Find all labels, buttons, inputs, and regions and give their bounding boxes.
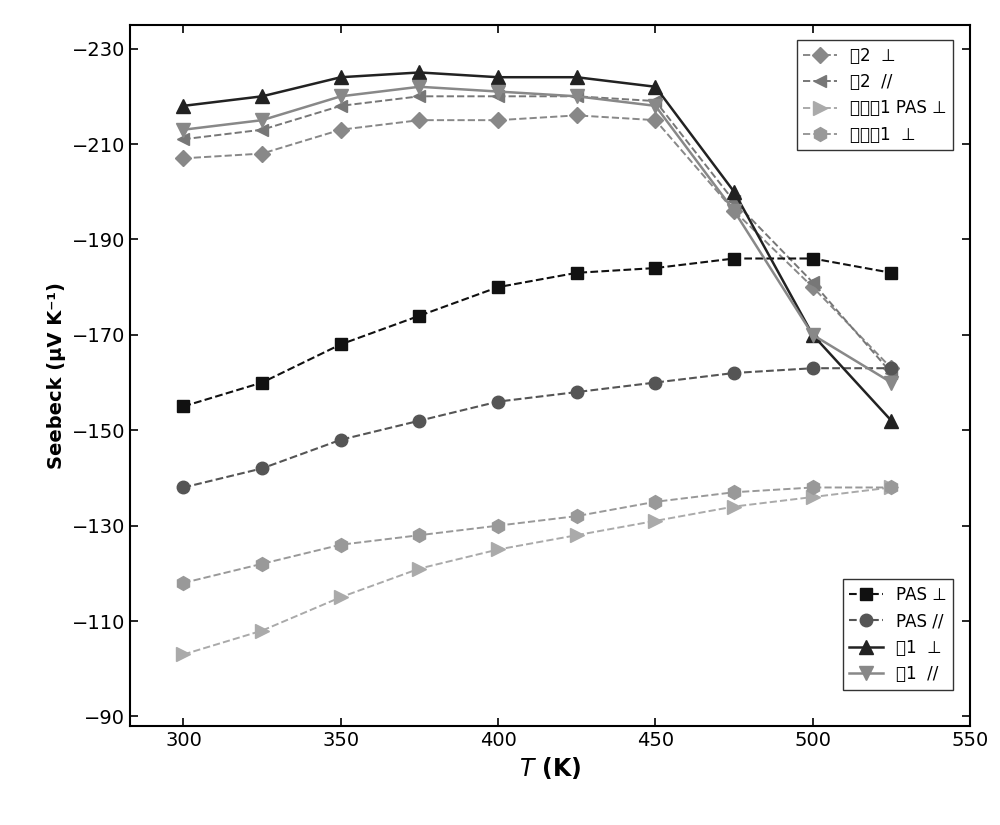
例1  // bbox=[177, 125, 189, 134]
例2  ⊥ bbox=[807, 282, 819, 292]
对比例1 PAS ⊥ bbox=[413, 563, 425, 573]
Line: 对比例1  ⊥: 对比例1 ⊥ bbox=[177, 480, 898, 590]
对比例1  ⊥ bbox=[177, 578, 189, 588]
例1  // bbox=[571, 92, 583, 101]
对比例1  ⊥ bbox=[256, 559, 268, 568]
PAS ⊥ bbox=[492, 282, 504, 292]
PAS // bbox=[807, 363, 819, 373]
例2  // bbox=[256, 125, 268, 134]
例2  // bbox=[177, 134, 189, 144]
对比例1 PAS ⊥ bbox=[335, 592, 347, 602]
PAS ⊥ bbox=[413, 311, 425, 321]
PAS // bbox=[492, 397, 504, 407]
对比例1 PAS ⊥ bbox=[571, 530, 583, 540]
例2  ⊥ bbox=[256, 148, 268, 158]
例2  // bbox=[807, 277, 819, 287]
例2  ⊥ bbox=[177, 153, 189, 163]
Line: PAS ⊥: PAS ⊥ bbox=[177, 252, 898, 412]
PAS ⊥ bbox=[256, 378, 268, 388]
例2  ⊥ bbox=[492, 116, 504, 125]
例1  ⊥ bbox=[413, 68, 425, 78]
对比例1  ⊥ bbox=[335, 540, 347, 549]
PAS // bbox=[335, 435, 347, 445]
例2  // bbox=[413, 92, 425, 101]
Line: 例1  ⊥: 例1 ⊥ bbox=[177, 65, 898, 427]
例1  // bbox=[492, 87, 504, 97]
对比例1 PAS ⊥ bbox=[177, 649, 189, 659]
PAS // bbox=[571, 387, 583, 397]
例1  ⊥ bbox=[335, 73, 347, 82]
例2  // bbox=[728, 196, 740, 206]
Y-axis label: Seebeck (μV K⁻¹): Seebeck (μV K⁻¹) bbox=[47, 282, 66, 469]
例1  ⊥ bbox=[177, 101, 189, 111]
例2  ⊥ bbox=[335, 125, 347, 134]
例1  ⊥ bbox=[807, 330, 819, 340]
例1  // bbox=[256, 116, 268, 125]
例1  // bbox=[728, 206, 740, 216]
例1  // bbox=[649, 101, 661, 111]
对比例1  ⊥ bbox=[571, 512, 583, 521]
X-axis label: $\mathit{T}$ (K): $\mathit{T}$ (K) bbox=[519, 756, 581, 781]
PAS // bbox=[413, 416, 425, 426]
PAS ⊥ bbox=[885, 268, 897, 278]
例1  ⊥ bbox=[885, 416, 897, 426]
例2  // bbox=[571, 92, 583, 101]
例1  ⊥ bbox=[256, 92, 268, 101]
PAS // bbox=[885, 363, 897, 373]
例2  ⊥ bbox=[571, 111, 583, 120]
对比例1 PAS ⊥ bbox=[728, 502, 740, 512]
Line: 例1  //: 例1 // bbox=[177, 80, 898, 389]
例1  ⊥ bbox=[492, 73, 504, 82]
例1  // bbox=[335, 92, 347, 101]
对比例1 PAS ⊥ bbox=[492, 544, 504, 554]
例1  ⊥ bbox=[649, 82, 661, 92]
例2  // bbox=[492, 92, 504, 101]
Line: 例2  ⊥: 例2 ⊥ bbox=[178, 110, 897, 374]
PAS // bbox=[177, 483, 189, 493]
对比例1  ⊥ bbox=[728, 488, 740, 497]
PAS ⊥ bbox=[177, 402, 189, 412]
PAS ⊥ bbox=[807, 253, 819, 263]
对比例1  ⊥ bbox=[807, 483, 819, 493]
PAS // bbox=[649, 378, 661, 388]
例2  // bbox=[885, 368, 897, 378]
Line: 对比例1 PAS ⊥: 对比例1 PAS ⊥ bbox=[177, 480, 898, 662]
例2  ⊥ bbox=[413, 116, 425, 125]
例2  ⊥ bbox=[728, 206, 740, 216]
PAS // bbox=[256, 464, 268, 474]
例2  // bbox=[649, 97, 661, 106]
例1  // bbox=[807, 330, 819, 340]
PAS // bbox=[728, 368, 740, 378]
Line: 例2  //: 例2 // bbox=[177, 90, 898, 380]
对比例1  ⊥ bbox=[885, 483, 897, 493]
PAS ⊥ bbox=[649, 263, 661, 273]
例2  ⊥ bbox=[885, 363, 897, 373]
例1  ⊥ bbox=[728, 186, 740, 196]
Legend: PAS ⊥, PAS //, 例1  ⊥, 例1  //: PAS ⊥, PAS //, 例1 ⊥, 例1 // bbox=[843, 579, 953, 690]
对比例1  ⊥ bbox=[649, 497, 661, 507]
例1  // bbox=[885, 378, 897, 388]
PAS ⊥ bbox=[335, 339, 347, 349]
对比例1 PAS ⊥ bbox=[649, 516, 661, 526]
对比例1  ⊥ bbox=[413, 530, 425, 540]
例2  ⊥ bbox=[649, 116, 661, 125]
例1  // bbox=[413, 82, 425, 92]
对比例1 PAS ⊥ bbox=[885, 483, 897, 493]
Line: PAS //: PAS // bbox=[177, 362, 898, 493]
例1  ⊥ bbox=[571, 73, 583, 82]
PAS ⊥ bbox=[728, 253, 740, 263]
对比例1 PAS ⊥ bbox=[256, 625, 268, 635]
例2  // bbox=[335, 101, 347, 111]
PAS ⊥ bbox=[571, 268, 583, 278]
对比例1 PAS ⊥ bbox=[807, 492, 819, 502]
对比例1  ⊥ bbox=[492, 521, 504, 530]
